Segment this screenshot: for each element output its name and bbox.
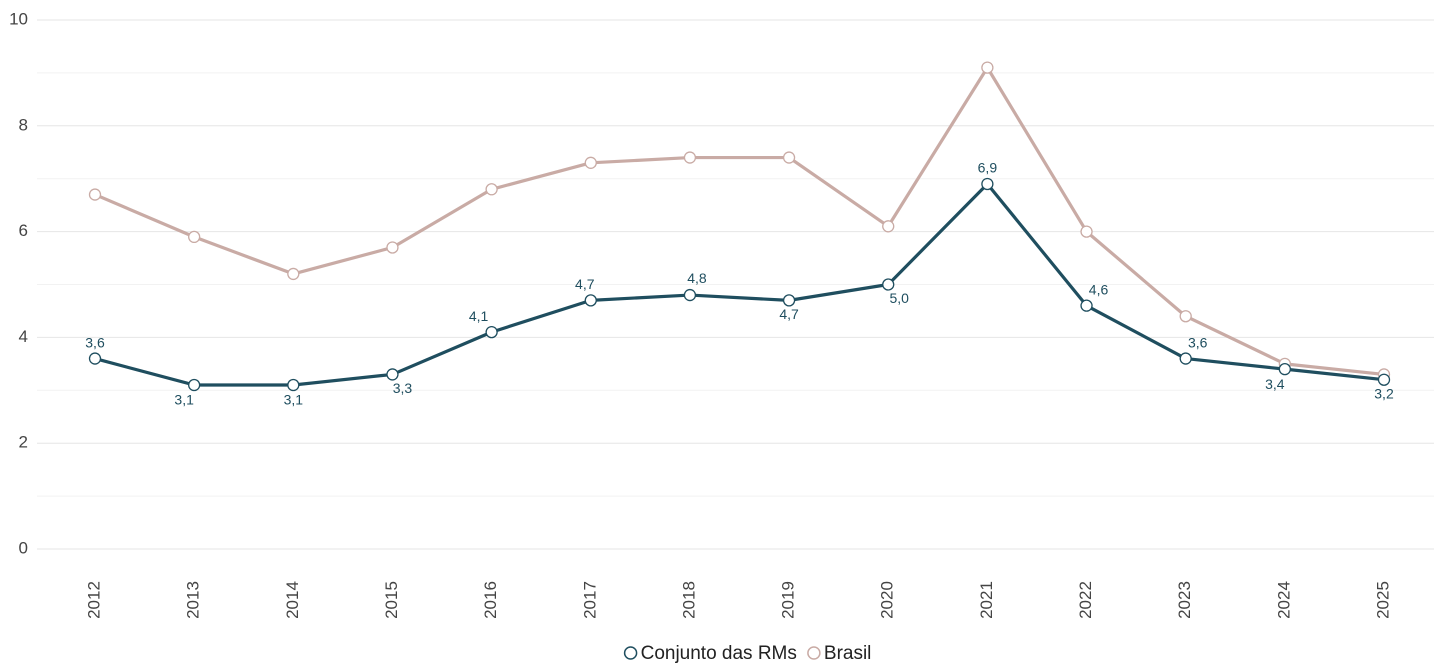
y-tick-label: 0 — [19, 538, 28, 557]
x-tick-label: 2021 — [977, 581, 996, 619]
y-tick-label: 2 — [19, 433, 28, 452]
point — [1080, 299, 1093, 312]
x-tick-label: 2018 — [679, 581, 698, 619]
point — [782, 294, 796, 307]
point — [584, 294, 597, 307]
x-tick-label: 2023 — [1175, 581, 1194, 619]
x-tick-label: 2020 — [878, 581, 897, 619]
point — [386, 241, 399, 254]
legend-label: Conjunto das RMs — [641, 643, 797, 664]
x-tick-label: 2017 — [580, 581, 599, 619]
y-tick-label: 8 — [19, 115, 28, 134]
point — [88, 188, 102, 201]
point — [1377, 373, 1391, 386]
point — [683, 288, 697, 302]
x-tick-label: 2025 — [1373, 581, 1392, 619]
point — [1179, 310, 1192, 323]
point — [386, 368, 399, 381]
point — [485, 183, 498, 196]
point — [882, 220, 895, 233]
series-line — [94, 182, 1385, 387]
legend-marker — [623, 646, 638, 660]
point — [287, 378, 300, 392]
value-label: 3,1 — [174, 392, 194, 408]
x-tick-label: 2015 — [382, 581, 401, 619]
value-label: 3,1 — [284, 392, 304, 408]
value-label: 6,9 — [978, 160, 998, 176]
point — [882, 278, 895, 291]
value-label: 3,4 — [1265, 376, 1285, 392]
x-tick-label: 2014 — [283, 581, 302, 619]
value-label: 5,0 — [889, 290, 909, 306]
value-label: 4,8 — [687, 270, 707, 286]
legend-marker — [807, 646, 821, 660]
x-tick-label: 2024 — [1274, 581, 1293, 619]
x-tick-label: 2013 — [184, 581, 203, 619]
point — [584, 156, 597, 169]
point — [485, 325, 498, 339]
point — [981, 177, 994, 191]
legend-label: Brasil — [824, 643, 872, 664]
y-tick-label: 4 — [19, 327, 28, 346]
value-label: 4,7 — [575, 276, 595, 292]
legend: Conjunto das RMs Brasil — [623, 643, 872, 664]
point — [782, 151, 796, 164]
x-tick-label: 2019 — [779, 581, 798, 619]
point — [1278, 362, 1291, 376]
point — [88, 352, 102, 365]
value-label: 3,2 — [1374, 385, 1394, 401]
value-label: 4,7 — [779, 306, 799, 322]
y-tick-label: 10 — [9, 9, 28, 28]
point — [1080, 225, 1093, 238]
x-tick-label: 2012 — [84, 581, 103, 619]
point — [1179, 352, 1192, 365]
series-line — [94, 66, 1385, 377]
point — [981, 61, 994, 74]
x-tick-label: 2016 — [481, 581, 500, 619]
value-label: 3,6 — [1188, 334, 1208, 350]
value-label: 3,6 — [85, 334, 105, 350]
value-label: 3,3 — [393, 380, 413, 396]
value-label: 4,6 — [1089, 281, 1109, 297]
value-label: 4,1 — [469, 308, 489, 324]
point — [188, 230, 201, 244]
x-tick-label: 2022 — [1076, 581, 1095, 619]
point — [287, 267, 300, 281]
y-tick-label: 6 — [19, 221, 28, 240]
point — [188, 378, 201, 392]
point — [683, 151, 697, 164]
